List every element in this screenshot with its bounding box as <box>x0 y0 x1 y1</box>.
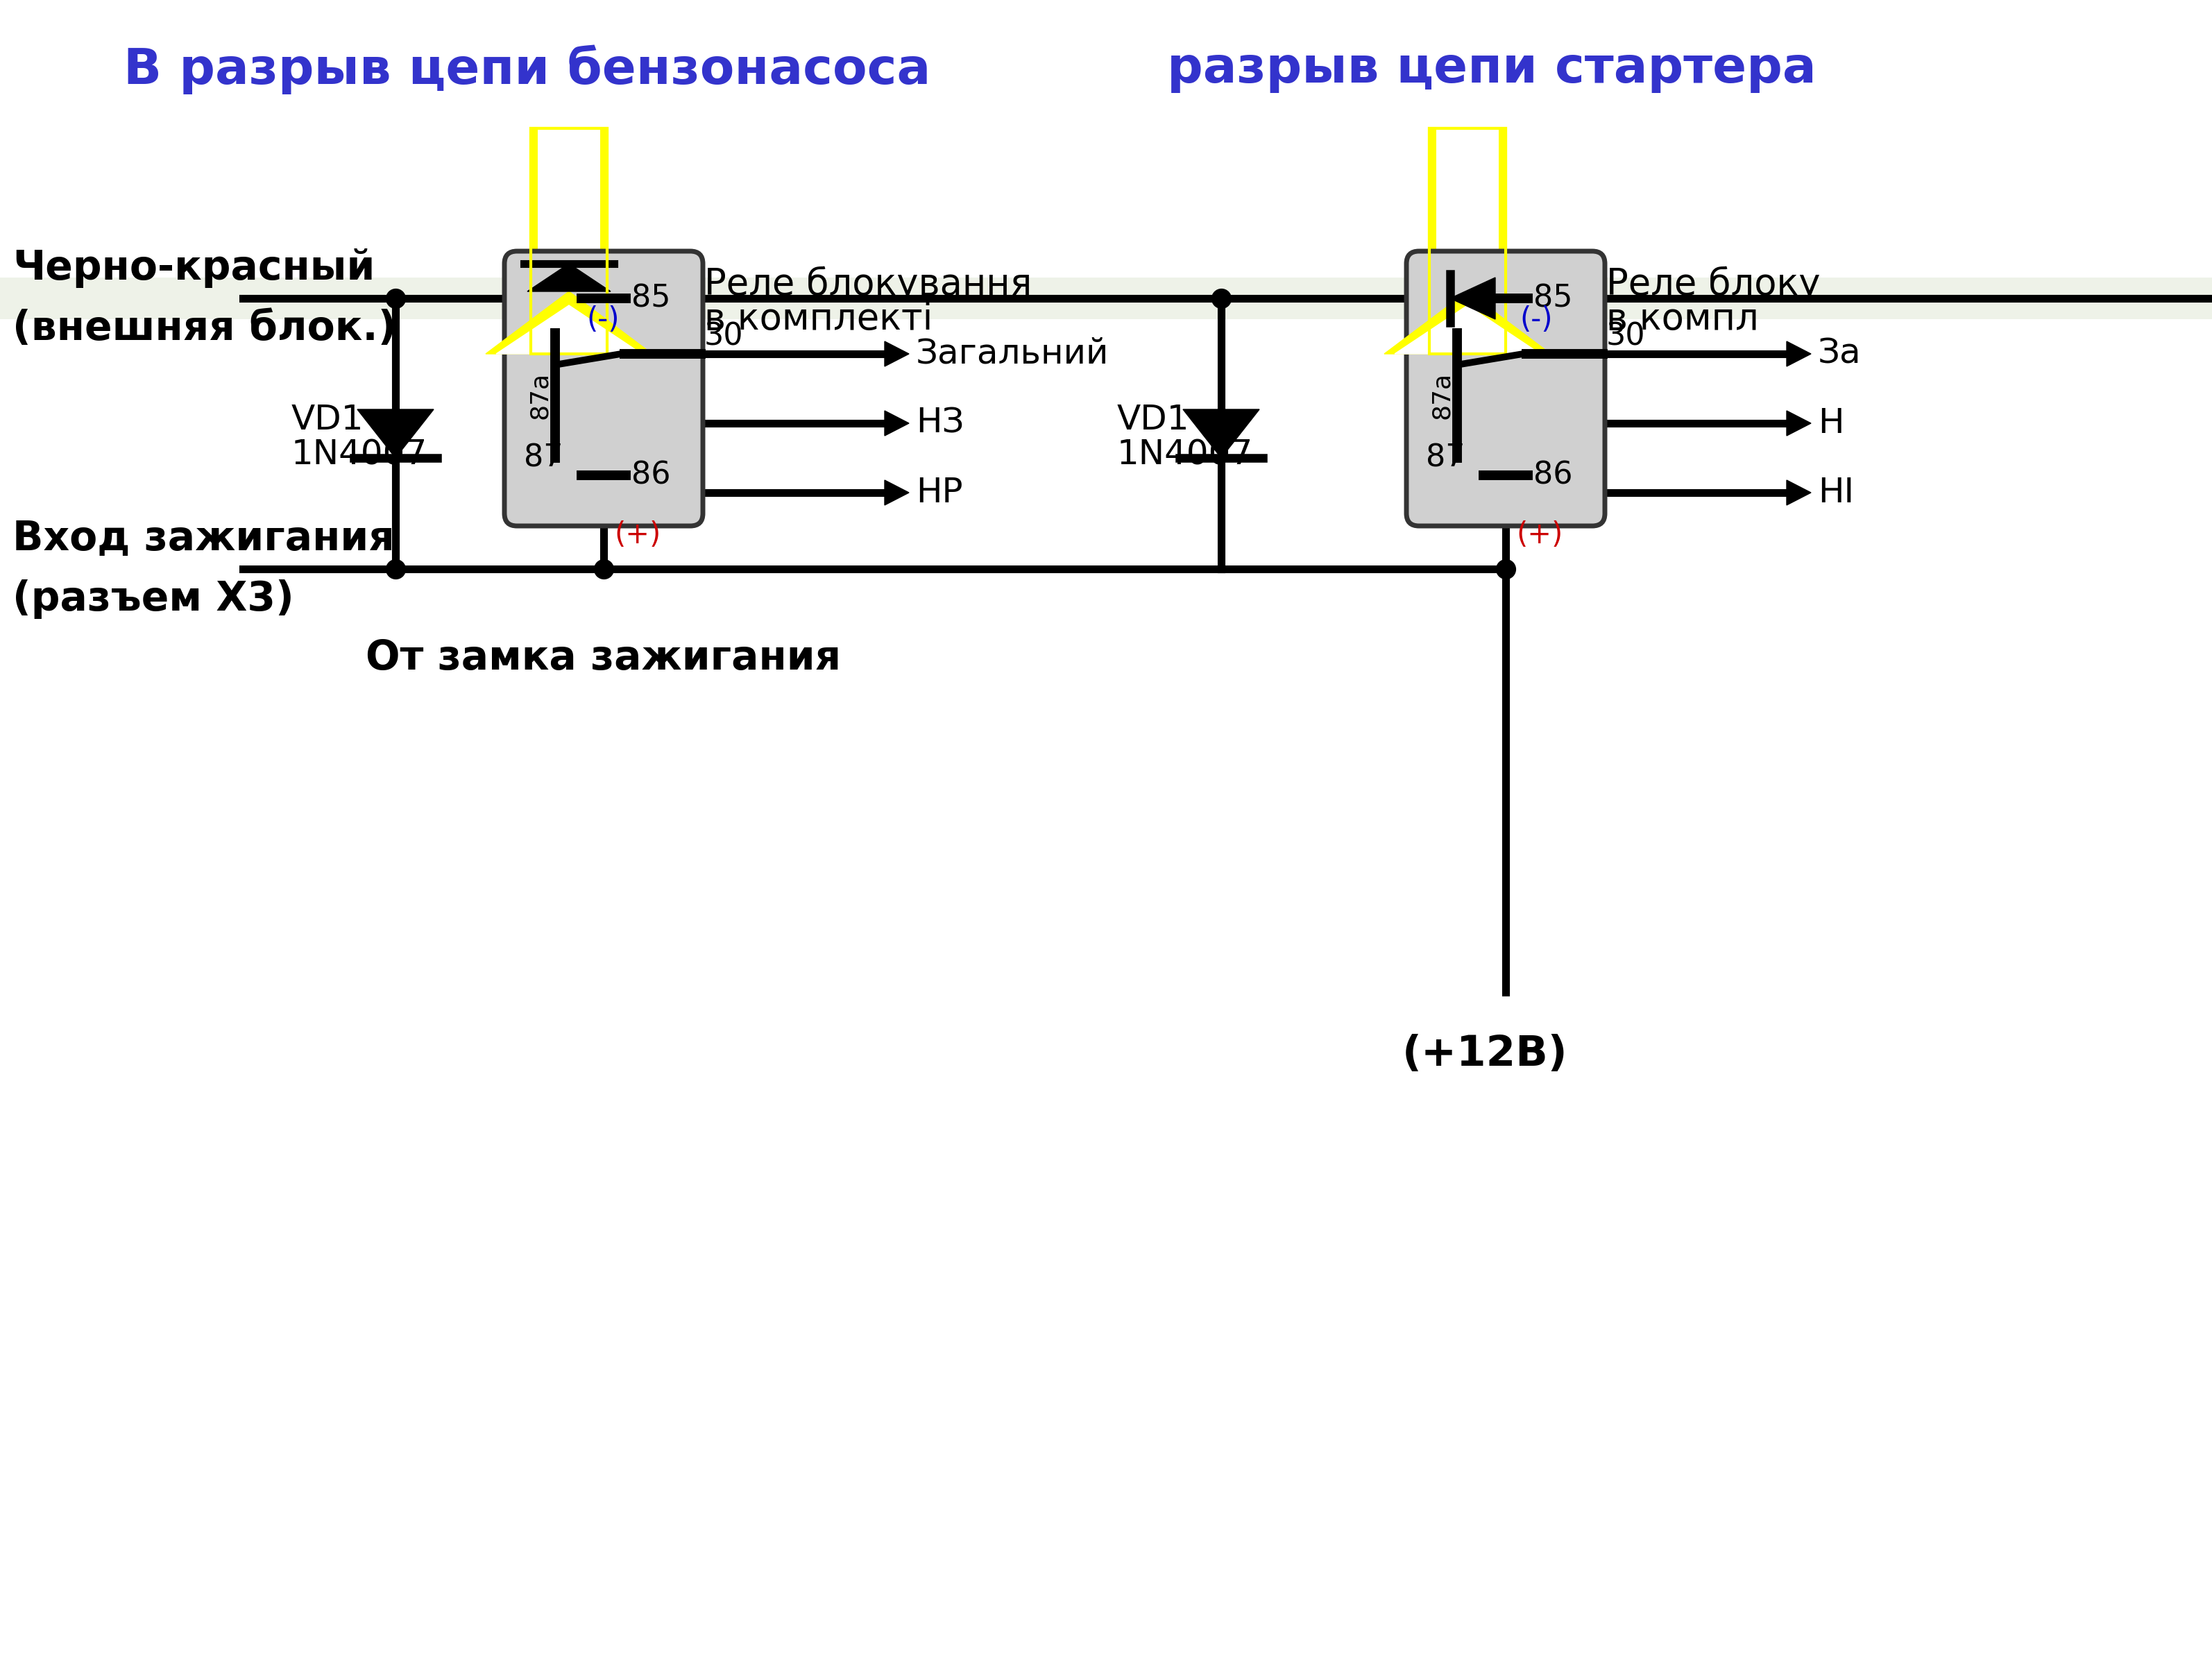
Text: 87: 87 <box>524 443 564 473</box>
Text: Реле блокування: Реле блокування <box>703 265 1033 302</box>
Text: (-): (-) <box>1520 305 1553 335</box>
Text: НЗ: НЗ <box>916 406 964 440</box>
Polygon shape <box>495 305 641 353</box>
Text: 87а: 87а <box>529 372 551 420</box>
Text: 30: 30 <box>1606 322 1646 352</box>
Text: в компл: в компл <box>1606 302 1759 337</box>
FancyBboxPatch shape <box>504 251 703 526</box>
Bar <box>1436 128 1500 353</box>
Polygon shape <box>487 292 653 353</box>
Text: От замка зажигания: От замка зажигания <box>365 639 841 679</box>
Text: За: За <box>1818 337 1860 370</box>
Polygon shape <box>1385 292 1551 353</box>
Polygon shape <box>885 342 909 367</box>
Text: В разрыв цепи бензонасоса: В разрыв цепи бензонасоса <box>124 45 931 95</box>
Bar <box>1429 128 1506 353</box>
Bar <box>531 128 606 353</box>
Text: 86: 86 <box>630 460 670 489</box>
Text: (+12В): (+12В) <box>1402 1034 1568 1075</box>
Bar <box>1429 128 1506 353</box>
Text: 1N4007: 1N4007 <box>1117 438 1254 471</box>
Text: VD1: VD1 <box>292 403 365 436</box>
Bar <box>531 128 606 353</box>
Polygon shape <box>885 411 909 436</box>
Text: (+): (+) <box>1515 521 1562 549</box>
Text: Н: Н <box>1818 406 1845 440</box>
Polygon shape <box>1394 305 1540 353</box>
Text: Черно-красный: Черно-красный <box>13 249 376 289</box>
Text: в комплекті: в комплекті <box>703 302 933 337</box>
Bar <box>0 277 2212 319</box>
Text: разрыв цепи стартера: разрыв цепи стартера <box>1168 45 1816 93</box>
Text: 87а: 87а <box>1429 372 1453 420</box>
Text: (разъем Х3): (разъем Х3) <box>13 579 294 619</box>
Polygon shape <box>1451 277 1495 319</box>
Text: VD1: VD1 <box>1117 403 1190 436</box>
Text: Вход зажигания: Вход зажигания <box>13 519 394 559</box>
Text: 1N4007: 1N4007 <box>292 438 427 471</box>
Text: НР: НР <box>916 476 962 509</box>
Text: 85: 85 <box>630 284 670 314</box>
Text: НI: НI <box>1818 476 1854 509</box>
Polygon shape <box>358 410 434 458</box>
Polygon shape <box>885 479 909 504</box>
Text: 87: 87 <box>1427 443 1464 473</box>
Text: (внешняя блок.): (внешняя блок.) <box>13 309 396 348</box>
Polygon shape <box>1787 479 1812 504</box>
Polygon shape <box>1787 411 1812 436</box>
Text: 86: 86 <box>1533 460 1573 489</box>
FancyBboxPatch shape <box>1407 251 1606 526</box>
Text: (+): (+) <box>615 521 661 549</box>
Polygon shape <box>1787 342 1812 367</box>
Polygon shape <box>1183 410 1259 458</box>
Text: (-): (-) <box>586 305 619 335</box>
Polygon shape <box>526 264 611 292</box>
Text: 85: 85 <box>1533 284 1573 314</box>
Bar <box>538 128 599 353</box>
Text: Реле блоку: Реле блоку <box>1606 265 1820 302</box>
Text: 30: 30 <box>703 322 743 352</box>
Text: Загальний: Загальний <box>916 337 1108 370</box>
